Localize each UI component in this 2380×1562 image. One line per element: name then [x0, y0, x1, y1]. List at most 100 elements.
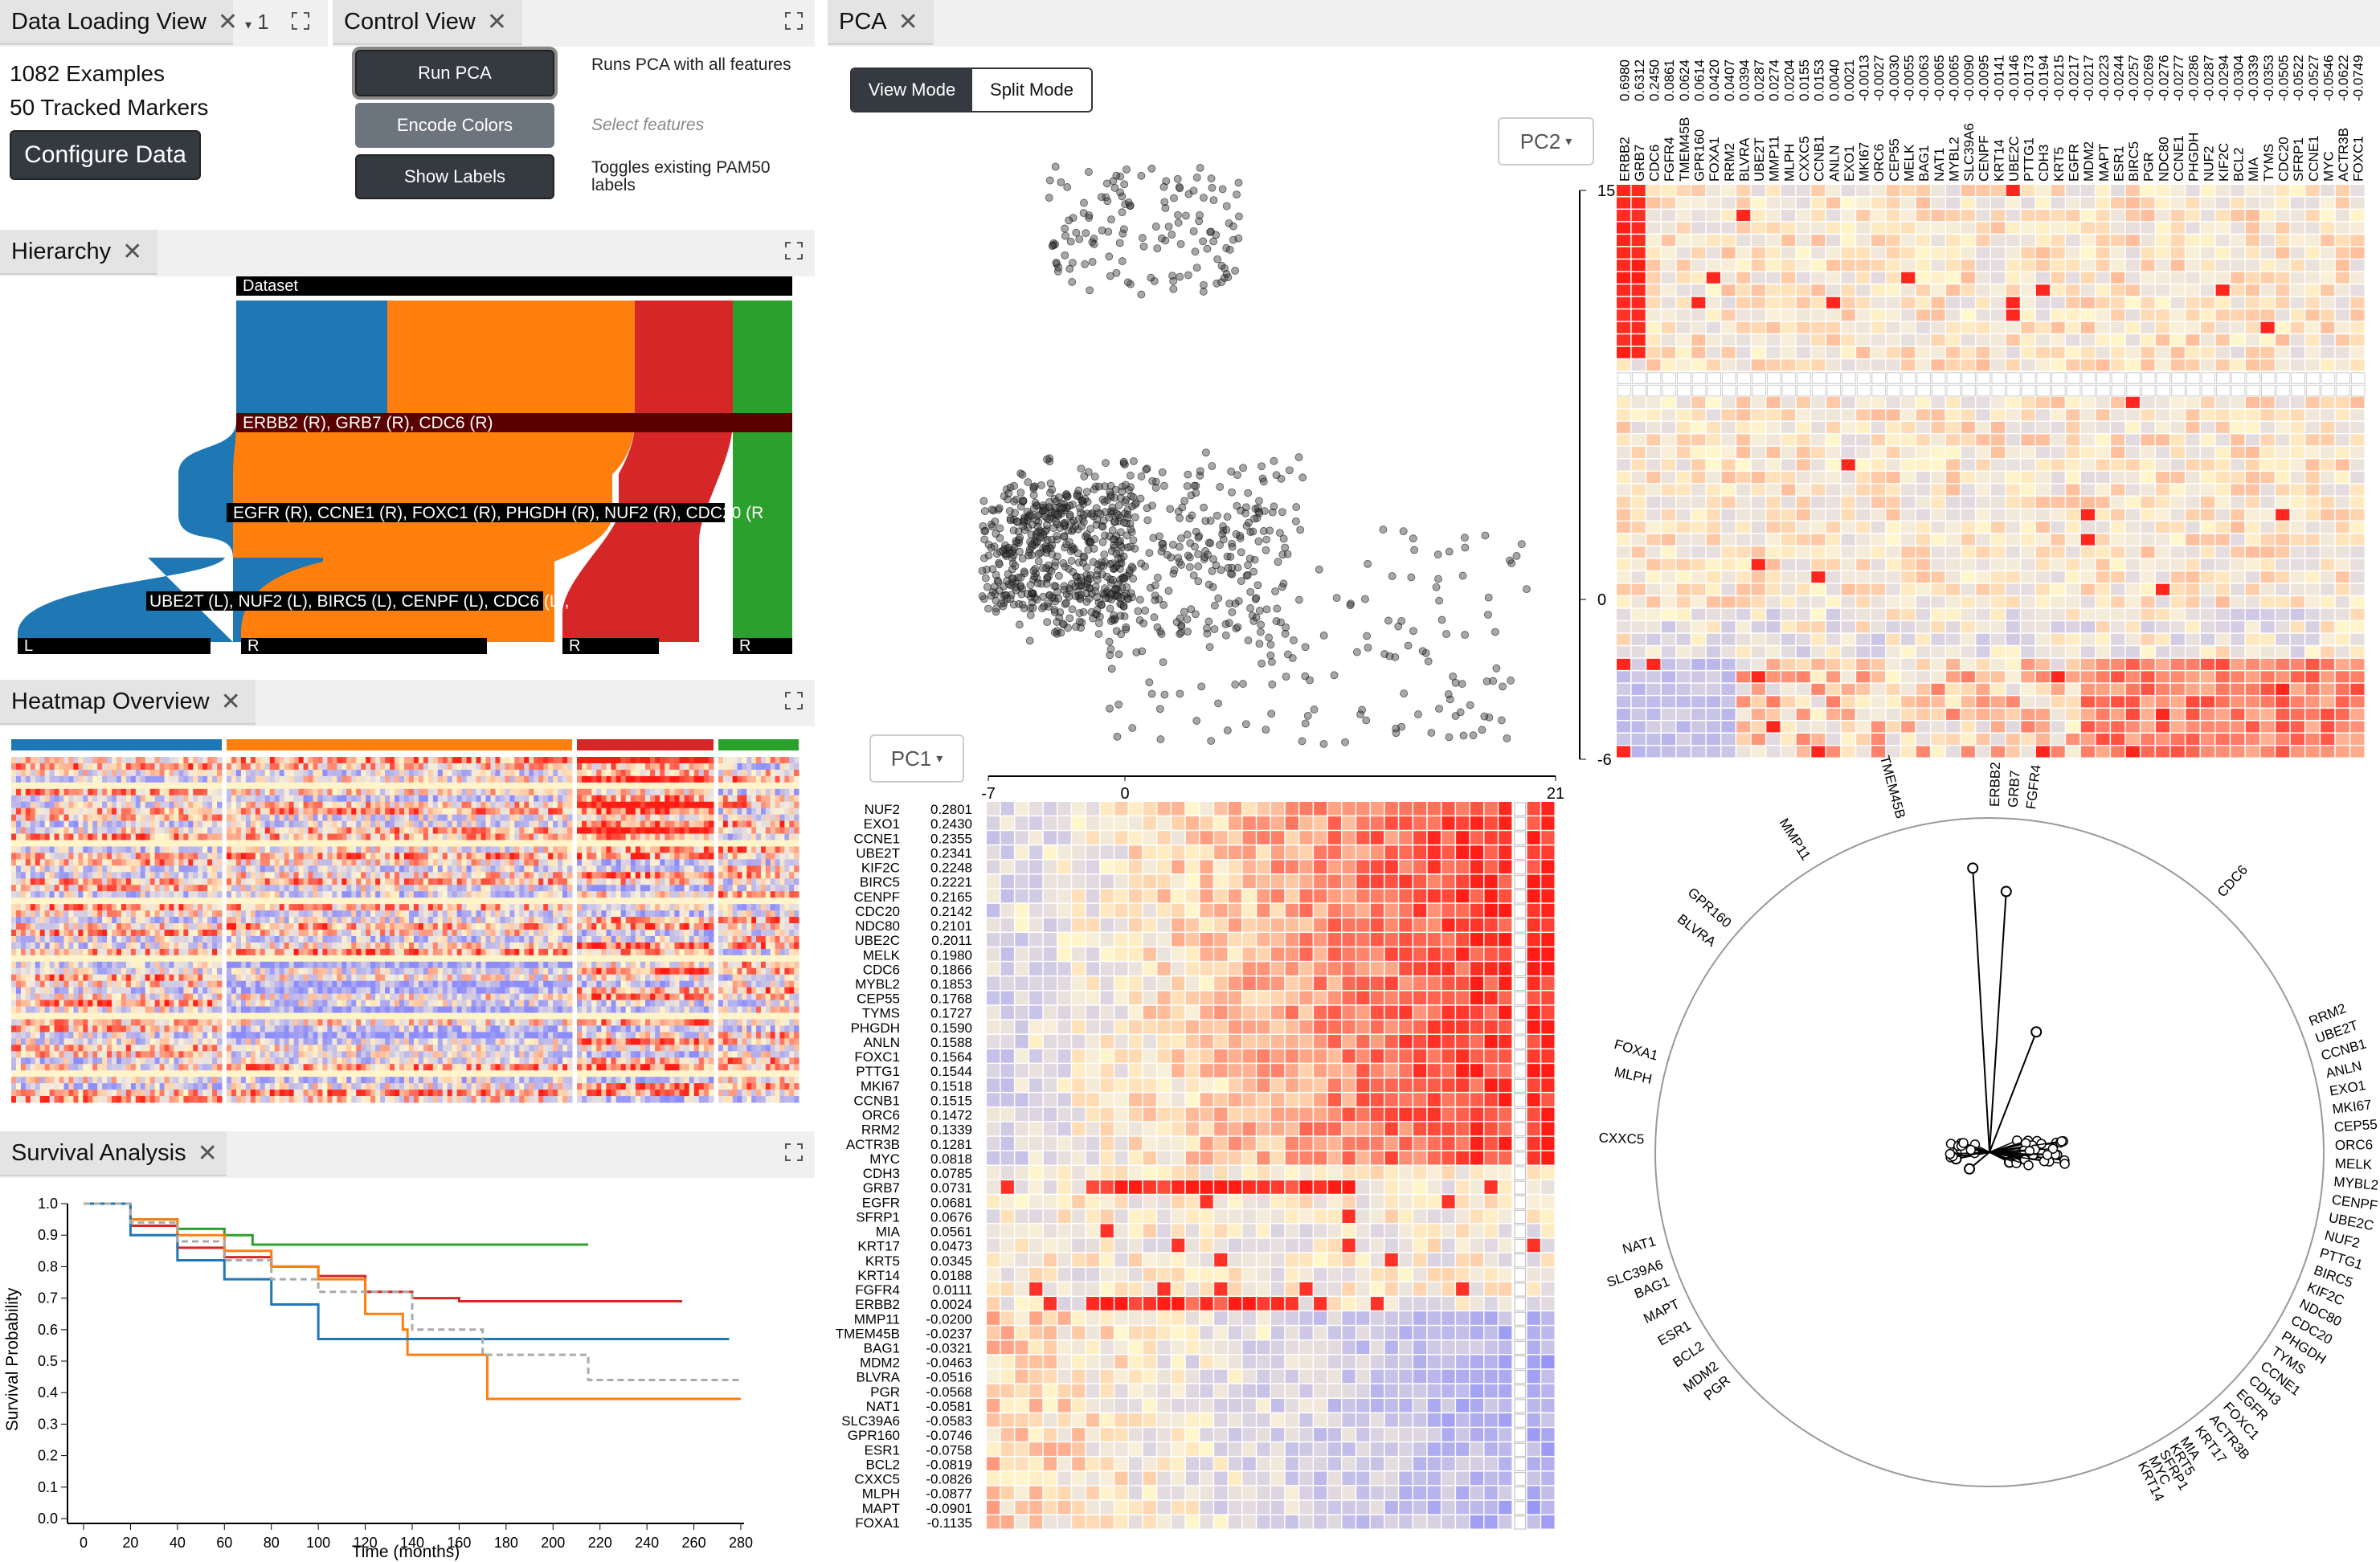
close-icon[interactable]: ✕ [486, 8, 508, 35]
overview-cell [97, 801, 103, 809]
overview-cell [68, 814, 74, 822]
overview-cell [164, 782, 170, 790]
overview-cell [92, 808, 98, 816]
show-labels-button[interactable]: Show Labels [355, 154, 554, 199]
overview-cell [193, 885, 198, 892]
overview-cell [68, 801, 74, 809]
overview-cell [159, 1012, 166, 1020]
overview-cell [534, 955, 539, 963]
hierarchy-leaf-bar[interactable] [241, 638, 487, 654]
overview-cell [112, 923, 117, 930]
configure-data-button[interactable]: Configure Data [10, 130, 201, 180]
expand-icon[interactable] [291, 11, 310, 31]
overview-cell [49, 763, 55, 771]
hierarchy-leaf-bar[interactable] [18, 638, 211, 654]
overview-cell [403, 853, 410, 860]
tab-label: Hierarchy [11, 238, 112, 264]
tab-hierarchy[interactable]: Hierarchy ✕ [0, 230, 157, 275]
select-features-input[interactable]: Select features [591, 116, 705, 134]
overview-cell [25, 788, 31, 796]
overview-cell [284, 846, 290, 853]
overview-cell [112, 1064, 117, 1071]
overview-cell [174, 788, 179, 796]
hierarchy-root-bar[interactable] [236, 276, 792, 296]
overview-heatmap[interactable] [0, 739, 815, 1117]
hierarchy-flow-green[interactable] [733, 301, 792, 642]
overview-cell [88, 833, 93, 841]
overview-cell [558, 769, 563, 777]
overview-cell [264, 872, 271, 879]
tab-data-loading[interactable]: Data Loading View ✕ [0, 0, 238, 45]
overview-cell [88, 917, 93, 924]
overview-cell [366, 795, 371, 803]
overview-cell [174, 980, 179, 988]
expand-icon[interactable] [784, 241, 804, 260]
close-icon[interactable]: ✕ [217, 8, 239, 35]
tab-heatmap-overview[interactable]: Heatmap Overview ✕ [0, 680, 256, 725]
overview-cell [264, 775, 271, 783]
overview-cell [255, 904, 261, 911]
overview-cell [54, 795, 60, 803]
overview-cell [303, 967, 309, 975]
overview-cell [107, 967, 112, 975]
overview-cell [495, 961, 501, 969]
overview-cell [154, 769, 161, 777]
overview-cell [534, 974, 539, 982]
hierarchy-leaf-label: R [247, 637, 259, 655]
overview-cell [385, 795, 391, 803]
overview-cell [154, 820, 161, 828]
overview-cell [107, 1019, 112, 1026]
overview-cell [288, 891, 295, 898]
run-pca-button[interactable]: Run PCA [355, 50, 554, 96]
overview-cell [399, 910, 405, 918]
overview-cell [25, 923, 31, 930]
overview-cell [366, 769, 371, 777]
overview-cell [149, 904, 156, 911]
overview-cell [102, 930, 108, 937]
overview-cell [149, 1012, 156, 1020]
overview-cell [121, 1006, 127, 1014]
expand-icon[interactable] [784, 691, 804, 710]
overview-cell [207, 872, 213, 879]
overview-cell [88, 1032, 93, 1039]
overview-cell [63, 859, 69, 866]
overview-cell [385, 974, 391, 982]
overview-cell [39, 1064, 46, 1071]
overview-cell [130, 955, 137, 963]
overview-cell [395, 757, 400, 764]
overview-cell [97, 795, 103, 803]
overview-cell [548, 775, 554, 783]
overview-cell [361, 840, 366, 847]
overview-cell [112, 935, 117, 943]
overview-cell [408, 935, 415, 943]
overview-cell [174, 820, 179, 828]
overview-cell [284, 898, 290, 905]
overview-cell [255, 891, 261, 898]
tab-control[interactable]: Control View ✕ [333, 0, 522, 45]
overview-cell [529, 801, 534, 809]
overview-cell [495, 904, 501, 911]
close-icon[interactable]: ✕ [220, 688, 241, 715]
expand-icon[interactable] [784, 11, 804, 31]
overview-cell [423, 974, 429, 982]
tab-dropdown[interactable]: ▾ 1 [245, 10, 269, 35]
overview-cell [327, 961, 333, 969]
overview-cell [337, 846, 342, 853]
overview-cell [519, 795, 525, 803]
hierarchy-diagram[interactable]: Dataset ERBB2 (R), GRB7 (R), CDC6 (R) EG… [0, 276, 815, 662]
overview-cell [480, 904, 486, 911]
overview-cell [30, 827, 36, 835]
overview-cell [553, 833, 558, 841]
overview-cell [140, 808, 146, 816]
encode-colors-button[interactable]: Encode Colors [355, 103, 554, 148]
overview-cell [174, 898, 179, 905]
overview-cell [418, 846, 424, 853]
overview-cell [375, 840, 381, 847]
overview-cell [240, 757, 247, 764]
overview-cell [260, 910, 266, 918]
overview-cell [198, 898, 203, 905]
overview-cell [461, 904, 468, 911]
overview-cell [149, 1000, 156, 1008]
overview-cell [39, 1051, 46, 1058]
close-icon[interactable]: ✕ [122, 238, 143, 265]
